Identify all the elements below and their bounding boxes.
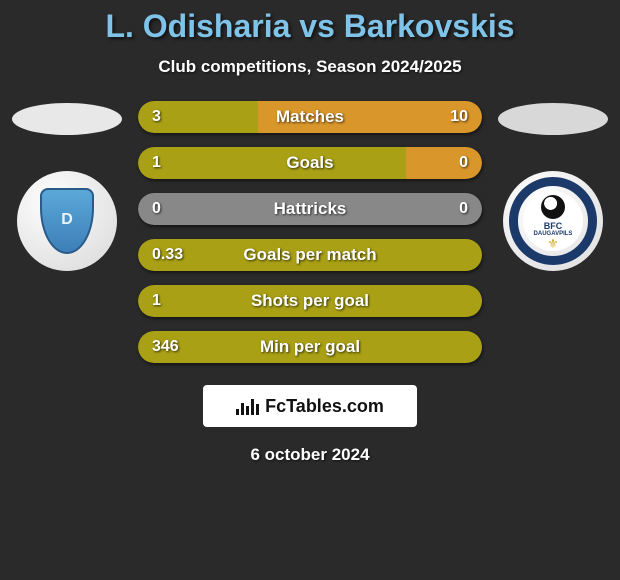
stat-left-value: 0 (138, 200, 175, 218)
fleur-icon: ⚜ (547, 237, 559, 250)
source-text: FcTables.com (265, 396, 384, 417)
stat-left-value: 346 (138, 338, 193, 356)
stat-left-segment: 346 (138, 331, 482, 363)
comparison-layout: 310Matches10Goals00Hattricks0.33Goals pe… (0, 101, 620, 363)
stats-bars: 310Matches10Goals00Hattricks0.33Goals pe… (132, 101, 488, 363)
stat-left-segment: 1 (138, 147, 406, 179)
left-team-logo (17, 171, 117, 271)
stat-left-value: 0.33 (138, 246, 197, 264)
soccer-ball-icon (541, 195, 565, 219)
stat-row: 346Min per goal (138, 331, 482, 363)
stat-right-value: 0 (445, 154, 482, 172)
right-player-column: BFC DAUGAVPILS ⚜ (488, 101, 618, 363)
stat-right-segment: 0 (406, 147, 482, 179)
stat-right-value: 0 (445, 200, 482, 218)
stat-left-segment: 1 (138, 285, 482, 317)
stat-row: 00Hattricks (138, 193, 482, 225)
bars-icon (236, 397, 259, 415)
comparison-title: L. Odisharia vs Barkovskis (0, 0, 620, 45)
stat-row: 310Matches (138, 101, 482, 133)
right-player-photo-placeholder (498, 103, 608, 135)
stat-row: 10Goals (138, 147, 482, 179)
left-player-column (2, 101, 132, 363)
stat-left-value: 1 (138, 292, 175, 310)
snapshot-date: 6 october 2024 (0, 445, 620, 465)
stat-row: 1Shots per goal (138, 285, 482, 317)
stat-right-segment: 0 (310, 193, 482, 225)
stat-row: 0.33Goals per match (138, 239, 482, 271)
right-team-logo: BFC DAUGAVPILS ⚜ (503, 171, 603, 271)
stat-right-value: 10 (436, 108, 482, 126)
comparison-subtitle: Club competitions, Season 2024/2025 (0, 57, 620, 77)
stat-right-segment: 10 (258, 101, 482, 133)
stat-left-segment: 0 (138, 193, 310, 225)
left-player-photo-placeholder (12, 103, 122, 135)
stat-left-segment: 0.33 (138, 239, 482, 271)
stat-left-value: 1 (138, 154, 175, 172)
stat-left-segment: 3 (138, 101, 258, 133)
stat-left-value: 3 (138, 108, 175, 126)
source-badge: FcTables.com (203, 385, 417, 427)
shield-icon (40, 188, 94, 254)
right-team-abbrev: BFC (544, 221, 563, 231)
